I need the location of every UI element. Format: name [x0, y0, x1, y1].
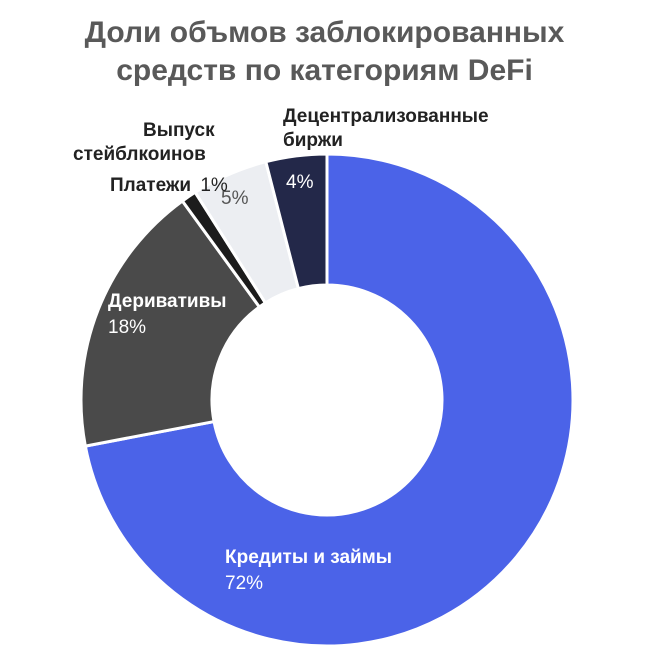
label-payments-name: Платежи — [110, 175, 191, 196]
slice-1 — [79, 198, 262, 448]
label-payments-pct: 1% — [200, 175, 228, 196]
donut-slices — [79, 152, 575, 648]
chart-title-line-2: средств по категориям DeFi — [116, 54, 533, 87]
label-derivatives: Деривативы 18% — [108, 291, 232, 338]
label-loans-name: Кредиты и займы — [225, 547, 392, 568]
label-stablecoins-name-1: Выпуск — [143, 120, 215, 141]
label-dex-pct: 4% — [286, 172, 314, 193]
label-loans-pct: 72% — [225, 573, 263, 594]
chart-title: Доли объмов заблокированных средств по к… — [0, 14, 649, 90]
label-dex: Децентрализованные биржи — [283, 106, 494, 151]
label-dex-name-1: Децентрализованные — [283, 106, 489, 127]
label-stablecoins-pct: 5% — [221, 188, 249, 209]
chart-title-line-1: Доли объмов заблокированных — [84, 16, 565, 49]
label-derivatives-pct: 18% — [108, 317, 146, 338]
slice-0 — [83, 152, 575, 648]
label-dex-name-2: биржи — [283, 130, 343, 151]
label-stablecoins-name-2: стейблкоинов — [73, 144, 206, 165]
slice-4 — [263, 152, 329, 291]
label-derivatives-name: Деривативы — [108, 291, 227, 312]
label-stablecoins: Выпуск стейблкоинов — [73, 120, 220, 165]
label-payments: Платежи 1% — [110, 175, 228, 196]
label-loans: Кредиты и займы 72% — [225, 547, 397, 594]
